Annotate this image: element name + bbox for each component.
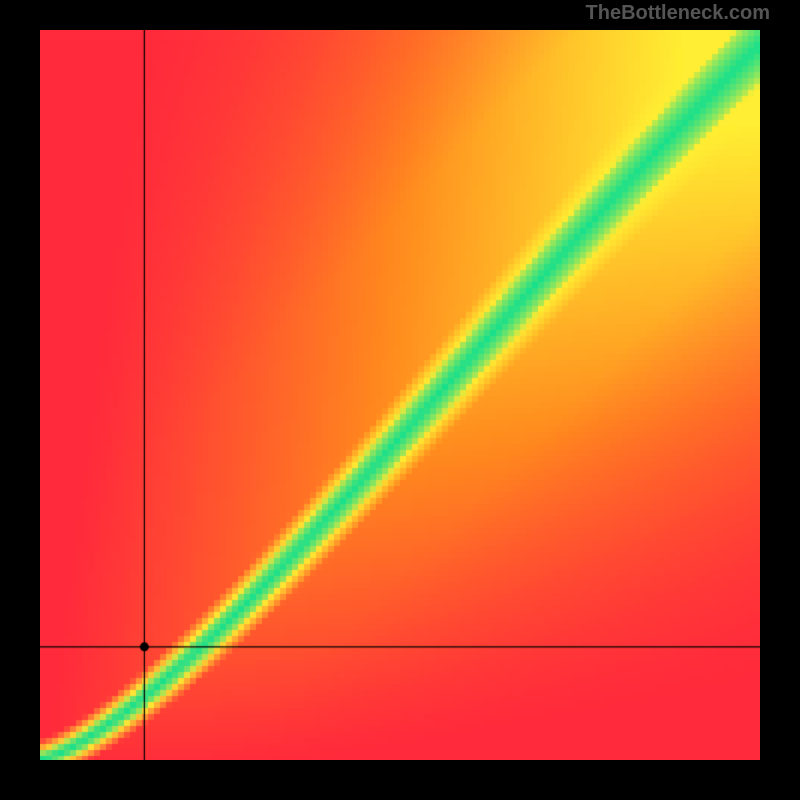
watermark-text: TheBottleneck.com (586, 2, 770, 25)
bottleneck-heatmap (40, 30, 760, 760)
